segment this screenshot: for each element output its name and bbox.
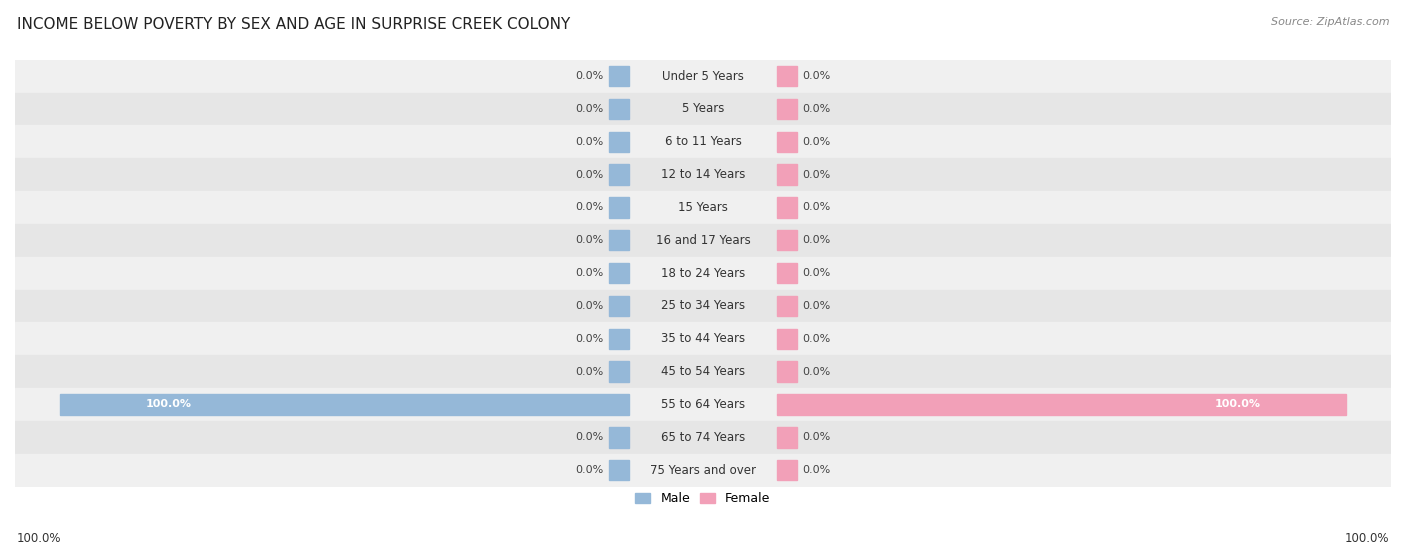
- Text: 0.0%: 0.0%: [575, 465, 603, 475]
- Text: 0.0%: 0.0%: [803, 301, 831, 311]
- Bar: [778, 230, 797, 250]
- Text: 0.0%: 0.0%: [803, 169, 831, 179]
- Bar: [15, 158, 1391, 191]
- Text: 0.0%: 0.0%: [803, 137, 831, 147]
- Bar: [778, 99, 797, 119]
- Text: 100.0%: 100.0%: [1344, 532, 1389, 545]
- Bar: [15, 421, 1391, 454]
- Text: 18 to 24 Years: 18 to 24 Years: [661, 267, 745, 280]
- Bar: [778, 427, 797, 448]
- Bar: [609, 66, 628, 86]
- Bar: [15, 60, 1391, 93]
- Text: 12 to 14 Years: 12 to 14 Years: [661, 168, 745, 181]
- Text: 15 Years: 15 Years: [678, 201, 728, 214]
- Bar: [609, 99, 628, 119]
- Bar: [778, 66, 797, 86]
- Bar: [609, 296, 628, 316]
- Legend: Male, Female: Male, Female: [630, 487, 776, 510]
- Bar: [609, 460, 628, 480]
- Bar: [609, 427, 628, 448]
- Bar: [609, 131, 628, 152]
- Text: 0.0%: 0.0%: [575, 71, 603, 81]
- Bar: [15, 224, 1391, 257]
- Bar: [778, 263, 797, 283]
- Bar: [778, 164, 797, 185]
- Bar: [609, 329, 628, 349]
- Bar: [609, 164, 628, 185]
- Text: 0.0%: 0.0%: [575, 268, 603, 278]
- Bar: [60, 394, 628, 415]
- Text: 100.0%: 100.0%: [1215, 400, 1260, 410]
- Bar: [15, 125, 1391, 158]
- Text: 0.0%: 0.0%: [575, 137, 603, 147]
- Text: 16 and 17 Years: 16 and 17 Years: [655, 234, 751, 247]
- Bar: [15, 454, 1391, 486]
- Text: 45 to 54 Years: 45 to 54 Years: [661, 365, 745, 378]
- Bar: [609, 230, 628, 250]
- Text: 35 to 44 Years: 35 to 44 Years: [661, 332, 745, 345]
- Text: 0.0%: 0.0%: [575, 104, 603, 114]
- Text: 0.0%: 0.0%: [575, 367, 603, 377]
- Text: 0.0%: 0.0%: [803, 202, 831, 212]
- Text: 6 to 11 Years: 6 to 11 Years: [665, 135, 741, 148]
- Bar: [778, 329, 797, 349]
- Text: INCOME BELOW POVERTY BY SEX AND AGE IN SURPRISE CREEK COLONY: INCOME BELOW POVERTY BY SEX AND AGE IN S…: [17, 17, 569, 32]
- Bar: [15, 388, 1391, 421]
- Text: 0.0%: 0.0%: [803, 432, 831, 442]
- Text: 0.0%: 0.0%: [803, 268, 831, 278]
- Text: 0.0%: 0.0%: [803, 465, 831, 475]
- Text: 25 to 34 Years: 25 to 34 Years: [661, 300, 745, 312]
- Text: 100.0%: 100.0%: [17, 532, 62, 545]
- Bar: [15, 93, 1391, 125]
- Text: 0.0%: 0.0%: [803, 235, 831, 245]
- Bar: [609, 362, 628, 382]
- Text: 0.0%: 0.0%: [575, 202, 603, 212]
- Bar: [778, 362, 797, 382]
- Bar: [778, 296, 797, 316]
- Text: 0.0%: 0.0%: [575, 301, 603, 311]
- Text: 0.0%: 0.0%: [575, 235, 603, 245]
- Text: 55 to 64 Years: 55 to 64 Years: [661, 398, 745, 411]
- Text: 0.0%: 0.0%: [803, 104, 831, 114]
- Text: 75 Years and over: 75 Years and over: [650, 463, 756, 477]
- Bar: [15, 355, 1391, 388]
- Bar: [15, 257, 1391, 290]
- Bar: [609, 197, 628, 217]
- Bar: [778, 197, 797, 217]
- Bar: [778, 131, 797, 152]
- Text: Source: ZipAtlas.com: Source: ZipAtlas.com: [1271, 17, 1389, 27]
- Text: 0.0%: 0.0%: [575, 432, 603, 442]
- Bar: [15, 290, 1391, 323]
- Bar: [609, 263, 628, 283]
- Text: 0.0%: 0.0%: [803, 334, 831, 344]
- Text: 5 Years: 5 Years: [682, 102, 724, 116]
- Text: 65 to 74 Years: 65 to 74 Years: [661, 431, 745, 444]
- Bar: [778, 394, 1346, 415]
- Bar: [778, 460, 797, 480]
- Bar: [15, 191, 1391, 224]
- Text: 0.0%: 0.0%: [575, 169, 603, 179]
- Text: 100.0%: 100.0%: [146, 400, 191, 410]
- Text: 0.0%: 0.0%: [803, 367, 831, 377]
- Text: Under 5 Years: Under 5 Years: [662, 70, 744, 83]
- Bar: [15, 323, 1391, 355]
- Text: 0.0%: 0.0%: [575, 334, 603, 344]
- Text: 0.0%: 0.0%: [803, 71, 831, 81]
